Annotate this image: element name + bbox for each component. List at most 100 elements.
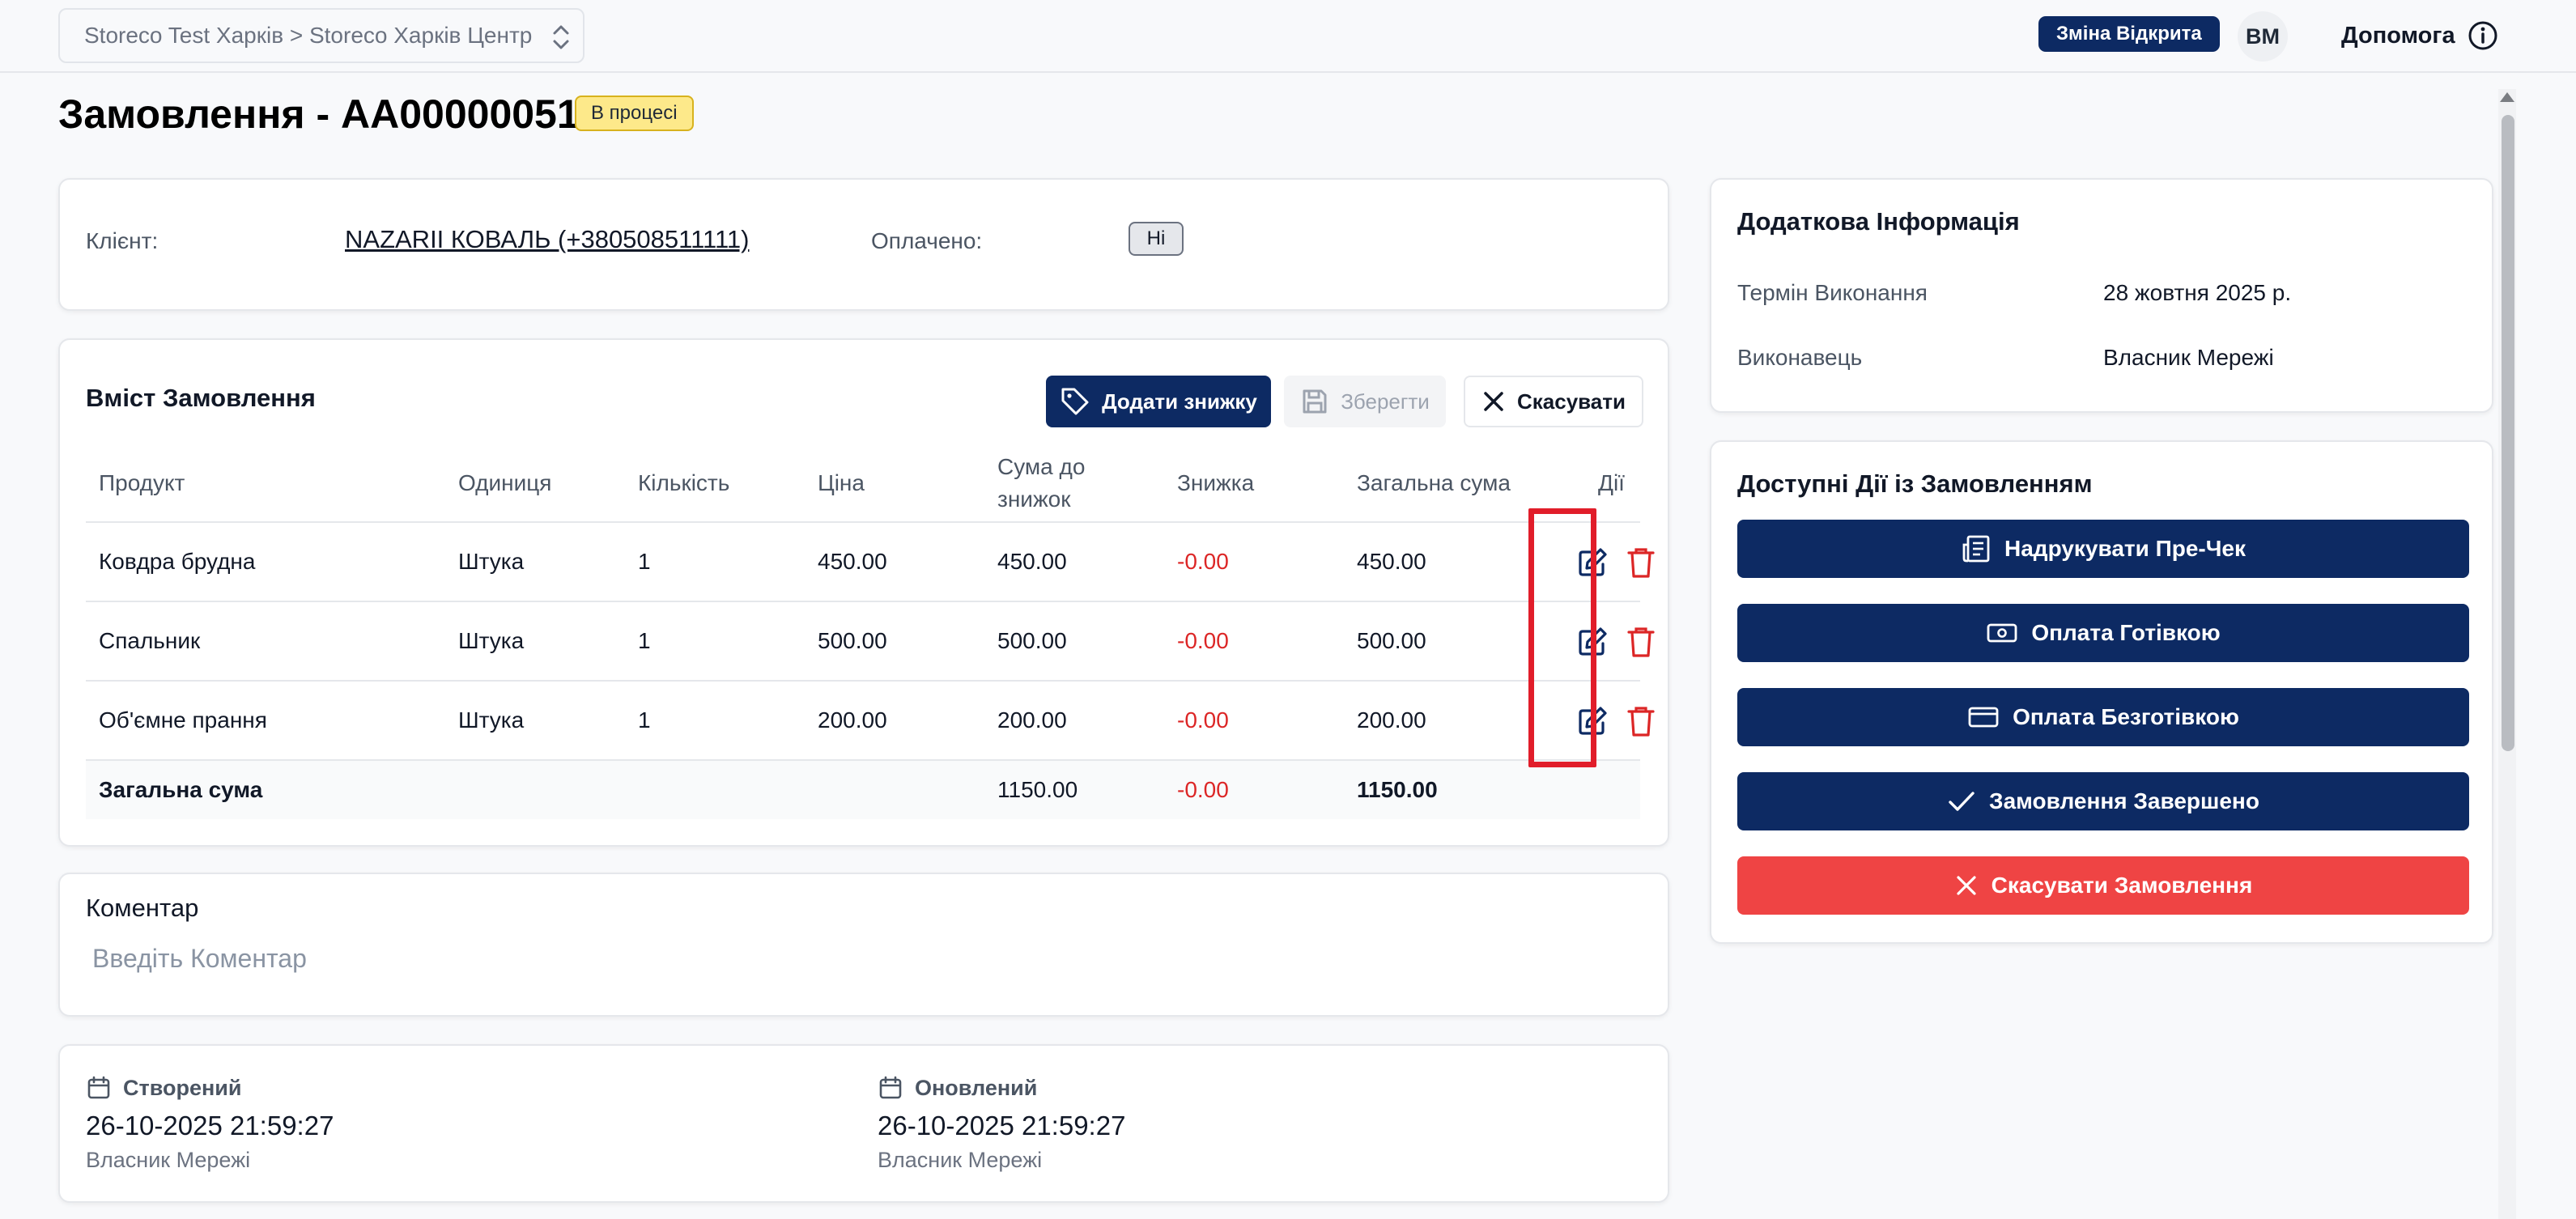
due-date-value: 28 жовтня 2025 р.	[2103, 280, 2292, 305]
order-contents-title: Вміст Замовлення	[86, 384, 316, 412]
cancel-edit-button[interactable]: Скасувати	[1464, 376, 1643, 427]
edit-icon	[1579, 627, 1607, 656]
client-link[interactable]: NAZARII КОВАЛЬ (+380508511111)	[345, 225, 750, 253]
save-icon	[1303, 389, 1327, 414]
table-row: Ковдра брудна Штука 1 450.00 450.00 -0.0…	[86, 523, 1655, 602]
cash-payment-label: Оплата Готівкою	[2031, 620, 2221, 645]
executor-value: Власник Мережі	[2103, 345, 2274, 370]
unit-cell: Штука	[458, 707, 525, 733]
edit-icon	[1579, 548, 1607, 576]
store-path: Storeco Test Харків > Storeco Харків Цен…	[84, 23, 533, 48]
table-header-row: Продукт Одиниця Кількість Ціна Сума до з…	[86, 445, 1640, 523]
page-title: Замовлення - АА00000051	[58, 91, 580, 137]
edit-item-button[interactable]	[1574, 544, 1611, 581]
comment-card: Коментар Введіть Коментар	[58, 873, 1669, 1017]
total-cell: 500.00	[1357, 628, 1426, 653]
delete-item-button[interactable]	[1622, 703, 1660, 740]
price-cell: 450.00	[818, 549, 887, 574]
top-bar: Storeco Test Харків > Storeco Харків Цен…	[0, 0, 2576, 73]
client-label: Клієнт:	[86, 228, 159, 253]
executor-label: Виконавець	[1737, 345, 1863, 370]
total-cell: 450.00	[1357, 549, 1426, 574]
subtotal-cell: 500.00	[997, 628, 1067, 653]
paid-status-badge: Ні	[1129, 222, 1184, 256]
product-cell: Спальник	[99, 628, 201, 653]
updated-label-group: Оновлений	[878, 1075, 1037, 1101]
dates-card: Створений 26-10-2025 21:59:27 Власник Ме…	[58, 1044, 1669, 1203]
quantity-cell: 1	[638, 549, 651, 574]
receipt-icon	[1962, 535, 1990, 563]
discount-cell: -0.00	[1177, 628, 1229, 653]
created-label: Створений	[123, 1075, 242, 1100]
extra-info-title: Додаткова Інформація	[1737, 207, 2020, 236]
order-actions-title: Доступні Дії із Замовленням	[1737, 469, 2093, 498]
cancel-edit-label: Скасувати	[1517, 389, 1626, 414]
created-value: 26-10-2025 21:59:27	[86, 1111, 334, 1140]
client-card: Клієнт: NAZARII КОВАЛЬ (+380508511111) О…	[58, 178, 1669, 311]
cash-payment-button[interactable]: Оплата Готівкою	[1737, 604, 2469, 662]
grand-total: 1150.00	[1357, 777, 1438, 802]
scroll-up-arrow-icon[interactable]	[2500, 92, 2514, 102]
comment-input[interactable]: Введіть Коментар	[92, 944, 307, 973]
info-icon	[2468, 21, 2497, 50]
calendar-icon	[87, 1076, 110, 1099]
unit-cell: Штука	[458, 628, 525, 653]
user-avatar[interactable]: ВМ	[2238, 11, 2288, 62]
product-cell: Ковдра брудна	[99, 549, 256, 574]
shift-status-badge[interactable]: Зміна Відкрита	[2038, 16, 2220, 52]
print-precheck-label: Надрукувати Пре-Чек	[2004, 536, 2246, 561]
chevron-up-down-icon	[553, 25, 569, 49]
edit-icon	[1579, 707, 1607, 735]
price-cell: 500.00	[818, 628, 887, 653]
updated-value: 26-10-2025 21:59:27	[878, 1111, 1126, 1140]
check-icon	[1949, 792, 1975, 811]
column-header: Продукт	[99, 470, 185, 495]
print-precheck-button[interactable]: Надрукувати Пре-Чек	[1737, 520, 2469, 578]
save-button[interactable]: Зберегти	[1284, 376, 1446, 427]
edit-item-button[interactable]	[1574, 703, 1611, 740]
page-scrollbar-thumb[interactable]	[2502, 115, 2514, 751]
order-items-table: Продукт Одиниця Кількість Ціна Сума до з…	[86, 445, 1655, 819]
cancel-order-button[interactable]: Скасувати Замовлення	[1737, 856, 2469, 915]
delete-item-button[interactable]	[1622, 623, 1660, 660]
trash-icon	[1627, 548, 1655, 578]
close-icon	[1484, 392, 1503, 411]
total-discount: -0.00	[1177, 777, 1229, 802]
trash-icon	[1627, 707, 1655, 737]
quantity-cell: 1	[638, 628, 651, 653]
trash-icon	[1627, 627, 1655, 657]
credit-card-icon	[1968, 707, 1999, 728]
created-by: Власник Мережі	[86, 1148, 251, 1172]
delete-item-button[interactable]	[1622, 544, 1660, 581]
updated-by: Власник Мережі	[878, 1148, 1043, 1172]
card-payment-button[interactable]: Оплата Безготівкою	[1737, 688, 2469, 746]
comment-title: Коментар	[86, 894, 199, 922]
updated-label: Оновлений	[915, 1075, 1038, 1100]
cash-icon	[1987, 623, 2017, 643]
edit-item-button[interactable]	[1574, 623, 1611, 660]
column-header: Кількість	[638, 470, 730, 495]
total-cell: 200.00	[1357, 707, 1426, 733]
tag-icon	[1061, 388, 1089, 415]
created-label-group: Створений	[86, 1075, 241, 1101]
order-actions-card: Доступні Дії із Замовленням Надрукувати …	[1710, 440, 2493, 944]
discount-cell: -0.00	[1177, 549, 1229, 574]
column-header: Загальна сума	[1357, 470, 1511, 495]
subtotal-cell: 200.00	[997, 707, 1067, 733]
unit-cell: Штука	[458, 549, 525, 574]
discount-cell: -0.00	[1177, 707, 1229, 733]
add-discount-button[interactable]: Додати знижку	[1046, 376, 1271, 427]
store-selector[interactable]: Storeco Test Харків > Storeco Харків Цен…	[58, 8, 584, 63]
help-label: Допомога	[2341, 22, 2455, 49]
order-status-badge: В процесі	[575, 96, 694, 131]
column-header: Знижка	[1177, 470, 1255, 495]
close-icon	[1957, 876, 1976, 895]
total-subtotal: 1150.00	[997, 777, 1078, 802]
cancel-order-label: Скасувати Замовлення	[1991, 873, 2253, 898]
help-link[interactable]: Допомога	[2341, 13, 2499, 58]
price-cell: 200.00	[818, 707, 887, 733]
complete-order-button[interactable]: Замовлення Завершено	[1737, 772, 2469, 830]
column-header: Ціна	[818, 470, 865, 495]
subtotal-cell: 450.00	[997, 549, 1067, 574]
quantity-cell: 1	[638, 707, 651, 733]
